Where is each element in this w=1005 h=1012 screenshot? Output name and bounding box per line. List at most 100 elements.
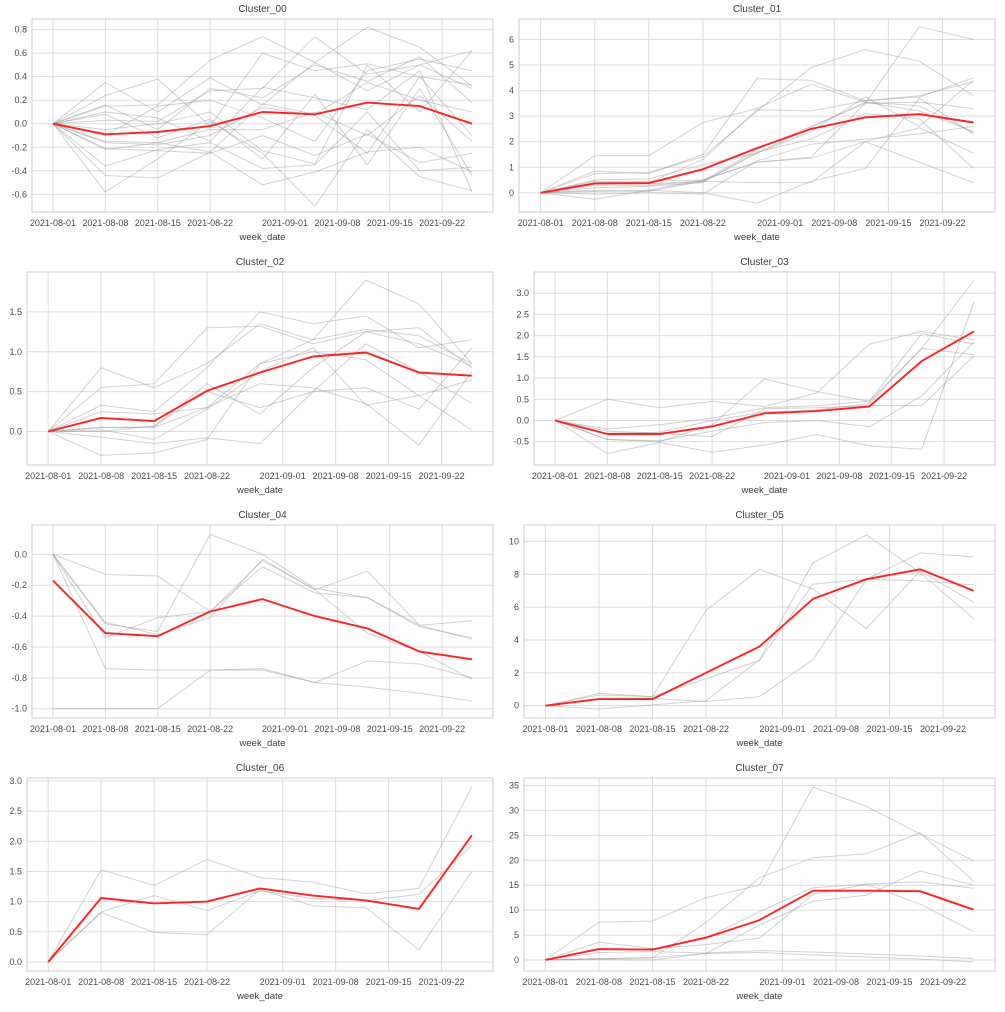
x-tick-label: 2021-09-15 (366, 471, 412, 481)
chart-title: Cluster_07 (735, 763, 784, 774)
member-series-line (540, 141, 974, 194)
member-series-line (48, 328, 473, 432)
y-tick-label: 2.0 (516, 331, 529, 341)
chart-cluster_02: 0.0 0.5 1.0 1.5 2021-08-01 2021-08-08 2021-08-… (9, 257, 494, 496)
x-tick-label: 2021-08-22 (184, 471, 230, 481)
chart-cluster_04: -1.0 -0.8 -0.6 -0.4 -0.2 0.0 2021-08-01 2021-08… (11, 510, 494, 749)
y-tick-label: 20 (509, 855, 519, 865)
x-tick-label: 2021-09-08 (313, 977, 359, 987)
member-series-line (52, 95, 473, 151)
x-tick-label: 2021-09-15 (866, 977, 912, 987)
mean-series-line (47, 834, 473, 963)
member-series-line (52, 120, 473, 207)
mean-series-line (47, 351, 472, 433)
member-series-line (540, 97, 974, 204)
member-series-line (52, 58, 473, 142)
member-series-line (540, 81, 974, 194)
x-tick-label: 2021-09-08 (811, 218, 857, 228)
x-tick-label: 2021-08-01 (25, 471, 71, 481)
y-tick-label: 2.5 (516, 309, 529, 319)
x-tick-label: 2021-09-22 (419, 977, 465, 987)
member-series-line (554, 355, 975, 438)
member-series-line (52, 553, 473, 639)
member-series-line (52, 82, 473, 153)
chart-cell-cluster_05: 0 2 4 6 8 10 2021-08-01 2021-08-08 2021-08-15 202… (502, 506, 1004, 759)
member-series-line (540, 49, 974, 194)
chart-cell-cluster_06: 0.0 0.5 1.0 1.5 2.0 2.5 3.0 2021-08-01 2021-08-0… (0, 759, 502, 1012)
x-tick-label: 2021-08-22 (680, 218, 726, 228)
member-series-line (554, 333, 975, 430)
x-tick-label: 2021-09-08 (816, 471, 862, 481)
chart-cluster_01: 0 1 2 3 4 5 6 2021-08-01 2021-08-08 2021-08-15 202… (509, 4, 996, 243)
x-tick-label: 2021-08-08 (576, 977, 622, 987)
x-tick-label: 2021-09-15 (367, 218, 413, 228)
x-tick-label: 2021-08-22 (683, 977, 729, 987)
x-tick-label: 2021-09-08 (313, 471, 359, 481)
member-series-line (540, 101, 974, 194)
member-series-line (48, 371, 473, 446)
y-tick-label: 0.6 (14, 48, 27, 58)
y-tick-label: 0.0 (14, 119, 27, 129)
mean-series-line (52, 101, 473, 136)
y-tick-label: 2.0 (9, 836, 22, 846)
x-tick-label: 2021-08-15 (626, 218, 672, 228)
member-series-line (47, 786, 473, 963)
x-tick-label: 2021-08-01 (30, 724, 76, 734)
y-tick-label: 1.5 (9, 307, 22, 317)
x-tick-label: 2021-09-22 (419, 218, 465, 228)
y-tick-label: 0.0 (9, 427, 22, 437)
y-tick-label: 0 (514, 955, 519, 965)
x-tick-label: 2021-08-01 (532, 471, 578, 481)
member-series-line (48, 331, 472, 432)
x-tick-label: 2021-08-01 (25, 977, 71, 987)
member-series-line (52, 553, 473, 680)
x-tick-label: 2021-08-08 (572, 218, 618, 228)
x-tick-label: 2021-09-08 (314, 218, 360, 228)
member-series-line (47, 351, 473, 456)
y-tick-label: -0.2 (11, 142, 27, 152)
member-series-line (545, 534, 974, 710)
member-series-line (52, 554, 473, 640)
y-tick-label: -1.0 (11, 704, 27, 714)
chart-cell-cluster_04: -1.0 -0.8 -0.6 -0.4 -0.2 0.0 2021-08-01 2021-08… (0, 506, 502, 759)
member-series-line (47, 871, 473, 963)
y-tick-label: 30 (509, 805, 519, 815)
x-axis-label: week_date (736, 991, 783, 1002)
member-series-line (52, 123, 473, 164)
x-tick-label: 2021-08-08 (576, 724, 622, 734)
member-series-line (52, 533, 473, 632)
chart-title: Cluster_00 (238, 4, 287, 15)
chart-cluster_06: 0.0 0.5 1.0 1.5 2.0 2.5 3.0 2021-08-01 2021-08-0… (9, 763, 494, 1002)
chart-cluster_00: -0.6 -0.4 -0.2 0.0 0.2 0.4 0.6 0.8 2021-08-01 202… (11, 4, 494, 243)
y-tick-label: -0.6 (11, 189, 27, 199)
member-series-line (52, 52, 473, 127)
x-tick-label: 2021-08-22 (184, 977, 230, 987)
x-tick-label: 2021-08-22 (683, 724, 729, 734)
x-tick-label: 2021-08-15 (135, 218, 181, 228)
x-tick-label: 2021-09-01 (759, 724, 805, 734)
member-series-line (48, 343, 473, 432)
x-tick-label: 2021-08-22 (187, 724, 233, 734)
member-series-line (540, 113, 974, 194)
x-tick-label: 2021-09-15 (367, 724, 413, 734)
chart-title: Cluster_03 (740, 257, 789, 268)
member-series-line (52, 111, 473, 172)
x-tick-label: 2021-09-22 (920, 977, 966, 987)
x-tick-label: 2021-09-22 (419, 724, 465, 734)
member-series-line (52, 87, 473, 176)
y-tick-label: 4 (514, 635, 519, 645)
member-series-line (52, 50, 473, 165)
member-series-line (540, 77, 974, 194)
y-tick-label: 2 (509, 137, 514, 147)
y-tick-label: 25 (509, 830, 519, 840)
x-tick-label: 2021-08-01 (522, 724, 568, 734)
member-series-line (554, 347, 975, 443)
mean-series-line (554, 330, 975, 435)
y-tick-label: 0.5 (9, 927, 22, 937)
y-tick-label: -0.5 (513, 437, 529, 447)
x-axis-label: week_date (236, 991, 283, 1002)
y-tick-label: 0 (509, 188, 514, 198)
member-series-line (545, 578, 974, 707)
